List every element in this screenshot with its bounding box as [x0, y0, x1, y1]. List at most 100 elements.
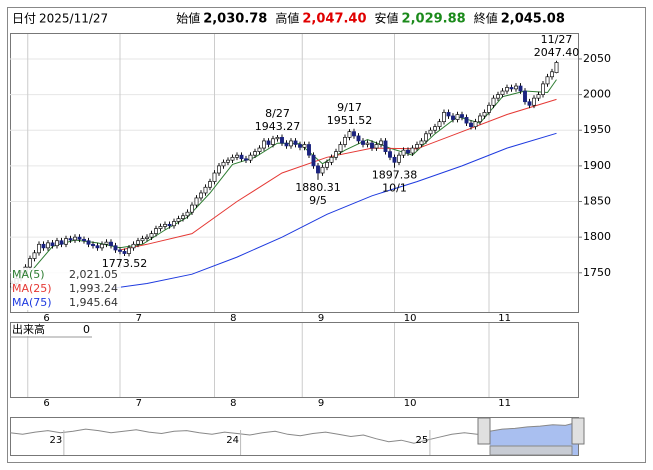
candle-body — [496, 94, 500, 99]
x-tick-label: 7 — [136, 313, 142, 324]
candle-body — [266, 140, 271, 145]
candle-body — [113, 245, 118, 251]
candle-body — [59, 240, 64, 245]
candle-body — [482, 112, 487, 117]
candle-body — [437, 121, 442, 128]
candle-body — [392, 156, 397, 163]
candle-body — [262, 140, 266, 149]
candle-body — [176, 218, 181, 222]
candle-body — [275, 137, 280, 140]
x-tick-label: 9 — [318, 398, 324, 409]
candle-body — [64, 238, 68, 245]
candle-body — [419, 140, 424, 145]
candle-body — [95, 245, 100, 249]
scroll-handle-right[interactable] — [571, 417, 585, 445]
candle-body — [428, 129, 433, 135]
candle-body — [532, 97, 536, 106]
candle-body — [518, 85, 523, 92]
annotation-date: 10/1 — [382, 182, 407, 195]
candle-body — [415, 144, 419, 149]
legend-name: MA(5) — [12, 268, 45, 281]
candle-body — [361, 140, 365, 145]
x-tick-label: 6 — [43, 398, 49, 409]
candle-body — [379, 140, 383, 145]
header: 日付 2025/11/27 始値 2,030.78 高値 2,047.40 安値 2,029.… — [12, 11, 565, 27]
candle-body — [329, 156, 334, 163]
annotation-value: 1943.27 — [255, 120, 301, 133]
candle-body — [253, 151, 257, 156]
candle-body — [140, 238, 145, 242]
candle-body — [271, 138, 275, 145]
header-value: 2025/11/27 — [39, 12, 108, 26]
annotation-value: 1880.31 — [295, 181, 341, 194]
candle-body — [131, 243, 136, 249]
candle-body — [478, 115, 482, 123]
candle-body — [469, 122, 473, 128]
candle-body — [41, 243, 46, 249]
candle-body — [199, 192, 203, 199]
candle-body — [289, 140, 293, 147]
legend-name: MA(25) — [12, 282, 52, 295]
x-tick-label: 11 — [498, 313, 511, 324]
header-label: 始値 — [176, 11, 200, 26]
candle-body — [280, 137, 284, 144]
candle-body — [352, 131, 356, 137]
candle-body — [347, 131, 352, 138]
y-tick-label: 1750 — [583, 266, 611, 279]
candle-body — [550, 71, 554, 78]
x-tick-label: 11 — [498, 398, 511, 409]
candle-body — [244, 158, 248, 161]
header-label: 日付 — [12, 12, 36, 26]
candle-body — [541, 83, 545, 95]
candle-body — [455, 114, 460, 120]
candle-body — [118, 249, 122, 252]
navigator-tick-label: 24 — [226, 435, 239, 446]
legend-bg — [11, 282, 121, 296]
candle-body — [293, 140, 298, 145]
candle-body — [383, 140, 388, 152]
candle-body — [203, 186, 208, 194]
candle-body — [374, 144, 379, 149]
candle-body — [325, 161, 329, 168]
candle-body — [185, 211, 190, 217]
scroll-bar[interactable] — [489, 445, 573, 456]
candle-body — [82, 238, 86, 242]
candle-body — [109, 241, 113, 247]
candle-body — [194, 197, 199, 206]
candle-body — [473, 121, 478, 128]
header-label: 高値 — [275, 11, 299, 26]
candle-body — [500, 90, 505, 95]
candle-body — [370, 142, 374, 149]
candle-body — [73, 236, 77, 241]
annotation-date: 9/5 — [309, 194, 327, 207]
candle-body — [356, 135, 361, 142]
legend-name: MA(75) — [12, 296, 52, 309]
annotation-date: 8/27 — [265, 107, 290, 120]
candle-body — [451, 115, 455, 120]
scroll-handle-left[interactable] — [477, 417, 491, 445]
candle-body — [446, 112, 451, 117]
candle-body — [311, 154, 316, 167]
candle-body — [320, 166, 325, 174]
candle-body — [239, 154, 244, 160]
candle-body — [172, 221, 176, 227]
candle-body — [365, 142, 370, 145]
legend-value: 1,945.64 — [69, 296, 118, 309]
y-tick-label: 1950 — [583, 123, 611, 136]
candle-body — [410, 147, 415, 154]
header-value: 2,047.40 — [302, 12, 366, 27]
annotation-value: 2047.40 — [534, 46, 580, 59]
volume-label: 出来高 — [12, 322, 45, 336]
annotation-value: 1897.38 — [372, 169, 418, 182]
legend-bg — [11, 268, 121, 282]
candle-body — [190, 204, 194, 213]
candle-body — [149, 233, 154, 238]
volume-legend-bg — [11, 323, 91, 336]
candle-body — [230, 156, 235, 161]
candle-body — [302, 144, 307, 148]
candle-body — [487, 104, 491, 113]
y-tick-label: 2000 — [583, 88, 611, 101]
candle-body — [100, 243, 104, 249]
candle-body — [316, 165, 320, 174]
